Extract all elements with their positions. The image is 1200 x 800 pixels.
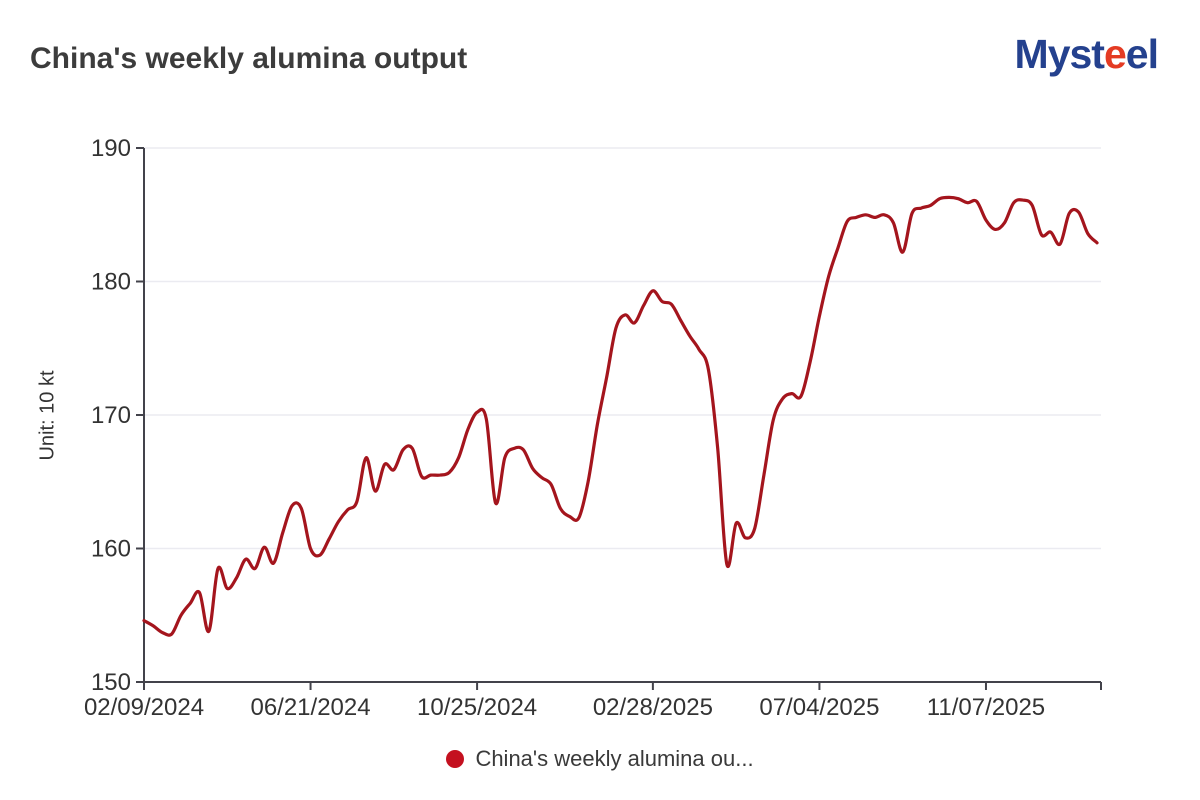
x-axis-tick-label: 11/07/2025	[927, 694, 1045, 721]
logo-e-red: e	[1103, 31, 1127, 77]
y-axis-tick-label: 160	[91, 536, 131, 563]
logo-text-part1: Myst	[1014, 31, 1105, 77]
y-axis-tick-label: 150	[91, 669, 131, 696]
legend-marker-icon	[446, 750, 465, 768]
logo-e-blue: e	[1125, 31, 1149, 77]
x-axis-tick-label: 02/09/2024	[84, 694, 204, 721]
legend-label: China's weekly alumina ou...	[475, 746, 754, 771]
x-axis-tick-label: 02/28/2025	[593, 694, 713, 721]
y-axis-tick-label: 190	[91, 135, 131, 162]
page-title: China's weekly alumina output	[30, 42, 468, 75]
mysteel-logo: Mysteel	[1014, 31, 1159, 77]
legend-item[interactable]: China's weekly alumina ou...	[0, 746, 1200, 772]
logo-text-part2: l	[1147, 31, 1159, 77]
x-axis-tick-label: 10/25/2024	[417, 694, 537, 721]
y-axis-tick-label: 170	[91, 402, 131, 429]
x-axis-tick-label: 07/04/2025	[759, 694, 879, 721]
x-axis-tick-label: 06/21/2024	[250, 694, 370, 721]
y-axis-tick-label: 180	[91, 269, 131, 296]
series-line[interactable]	[142, 195, 1099, 637]
